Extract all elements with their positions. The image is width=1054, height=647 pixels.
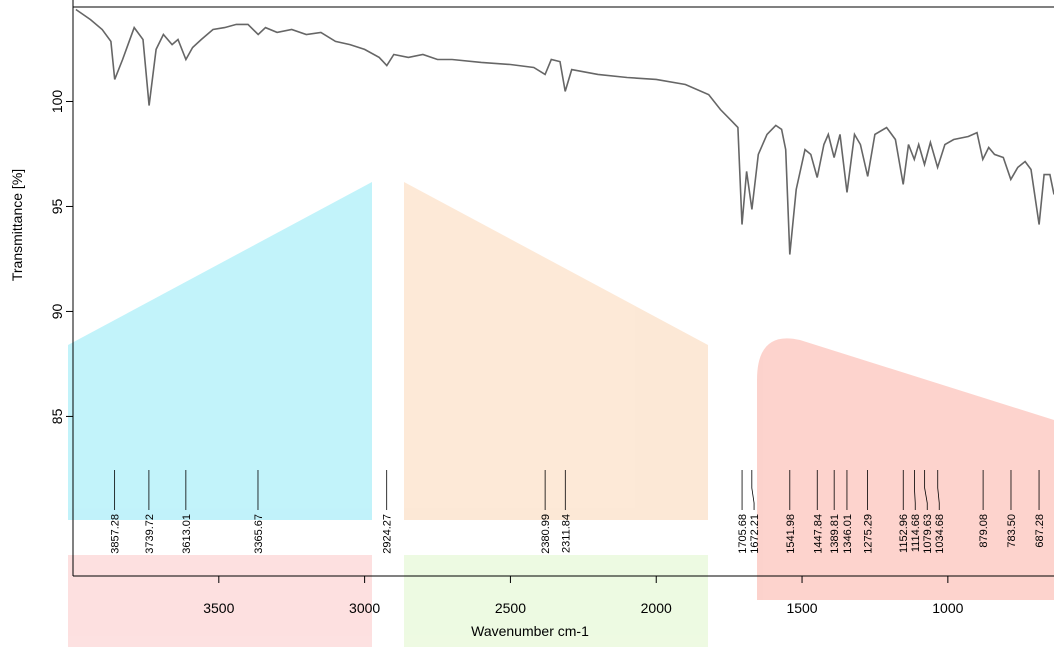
- peak-label: 1541.98: [785, 514, 797, 554]
- watermark-shape: [404, 555, 708, 647]
- peak-label: 1346.01: [842, 514, 854, 554]
- peak-marker: [924, 470, 928, 510]
- peak-label: 1389.81: [829, 514, 841, 554]
- x-tick-label: 3000: [349, 600, 380, 616]
- peak-label: 1705.68: [737, 514, 749, 554]
- y-tick-label: 85: [49, 408, 65, 424]
- y-tick-label: 95: [49, 198, 65, 214]
- watermark-shape: [68, 555, 372, 647]
- watermark: [68, 182, 1054, 647]
- peak-label: 1275.29: [863, 514, 875, 554]
- peak-label: 2311.84: [560, 514, 572, 553]
- peak-label: 1114.68: [910, 514, 922, 552]
- peak-label: 3613.01: [181, 514, 193, 554]
- peak-label: 3739.72: [144, 514, 156, 554]
- x-axis-title: Wavenumber cm-1: [471, 623, 589, 639]
- x-tick-label: 2500: [495, 600, 526, 616]
- peak-label: 2380.99: [540, 514, 552, 554]
- peak-label: 1672.21: [749, 514, 761, 554]
- peak-label: 3857.28: [110, 514, 122, 554]
- y-axis-title: Transmittance [%]: [9, 169, 25, 281]
- peak-label: 3365.67: [253, 514, 265, 554]
- peak-marker: [751, 470, 755, 510]
- peak-marker: [914, 470, 916, 510]
- peak-label: 2924.27: [382, 514, 394, 554]
- x-tick-label: 3500: [203, 600, 234, 616]
- spectrum-line: [75, 8, 1054, 255]
- y-tick-label: 90: [49, 303, 65, 319]
- x-tick-label: 1500: [786, 600, 817, 616]
- peak-label: 687.28: [1034, 514, 1046, 548]
- peak-label: 1079.63: [922, 514, 934, 554]
- watermark-shape: [404, 182, 708, 520]
- peak-label: 1034.68: [934, 514, 946, 554]
- peak-label: 1447.84: [812, 514, 824, 554]
- x-tick-label: 2000: [641, 600, 672, 616]
- watermark-shape: [68, 182, 372, 520]
- x-tick-label: 1000: [932, 600, 963, 616]
- y-tick-label: 100: [49, 90, 65, 114]
- peak-label: 879.08: [978, 514, 990, 548]
- peak-label: 1152.96: [898, 514, 910, 553]
- watermark-shape: [757, 338, 1054, 600]
- peak-marker: [937, 470, 940, 510]
- peak-label: 783.50: [1006, 514, 1018, 548]
